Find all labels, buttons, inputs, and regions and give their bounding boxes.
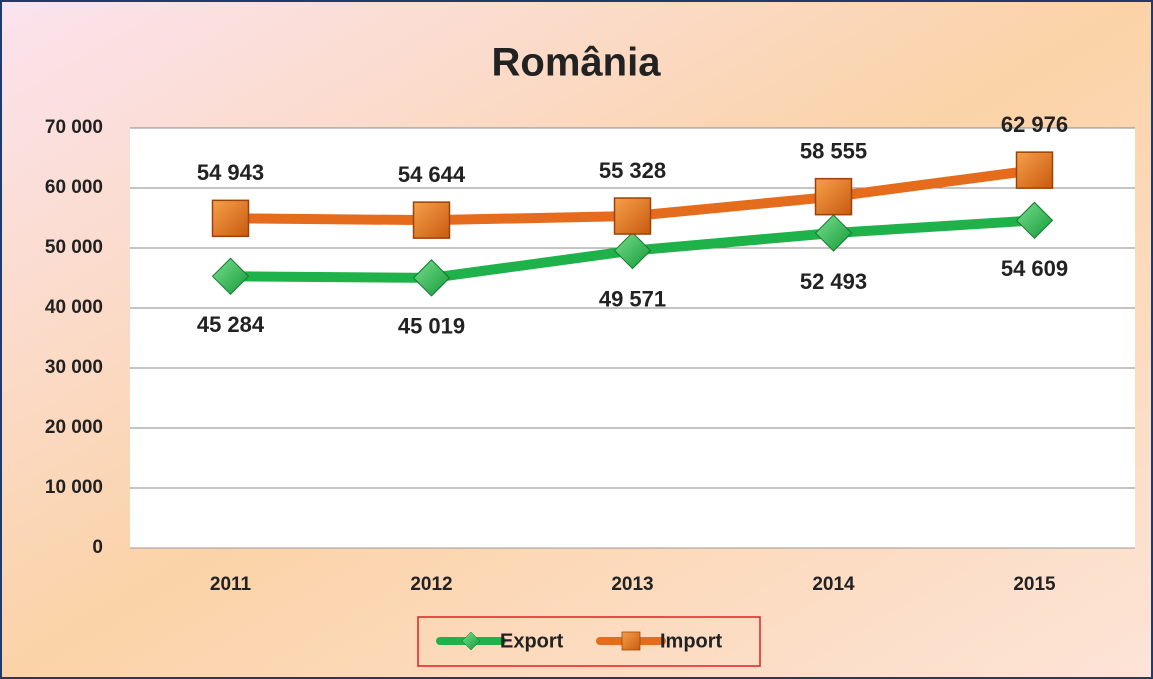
data-label: 49 571 [599,286,666,311]
marker [621,631,641,651]
y-tick-label: 30 000 [45,357,103,378]
marker [412,201,451,239]
y-tick-label: 70 000 [45,117,103,138]
x-tick-label: 2011 [210,574,252,595]
y-tick-label: 40 000 [45,297,103,318]
marker [613,197,652,235]
y-tick-label: 60 000 [45,177,103,198]
y-tick-label: 0 [92,537,103,558]
data-label: 58 555 [800,138,867,163]
marker [1015,201,1054,240]
legend-label: Export [500,630,564,652]
marker [412,259,451,297]
legend-label: Import [660,630,723,652]
data-label: 45 284 [197,312,265,337]
y-tick-label: 10 000 [45,477,103,498]
marker [613,231,652,270]
marker [1015,151,1054,189]
marker [461,631,481,651]
marker [211,199,250,238]
y-tick-label: 50 000 [45,237,103,258]
data-label: 55 328 [599,158,666,183]
chart-title: România [492,41,662,85]
marker [814,177,853,216]
y-tick-label: 20 000 [45,417,103,438]
x-tick-label: 2013 [611,574,653,595]
marker [211,257,250,296]
data-label: 45 019 [398,314,465,339]
x-tick-label: 2015 [1013,574,1056,595]
data-label: 54 609 [1001,256,1068,281]
x-tick-label: 2012 [410,574,452,595]
data-label: 52 493 [800,269,867,294]
x-tick-label: 2014 [812,574,855,595]
data-label: 54 943 [197,160,264,185]
legend-box [417,616,761,667]
data-label: 62 976 [1001,112,1068,137]
marker [814,214,853,252]
plot-area [130,128,1135,548]
data-label: 54 644 [398,162,466,187]
